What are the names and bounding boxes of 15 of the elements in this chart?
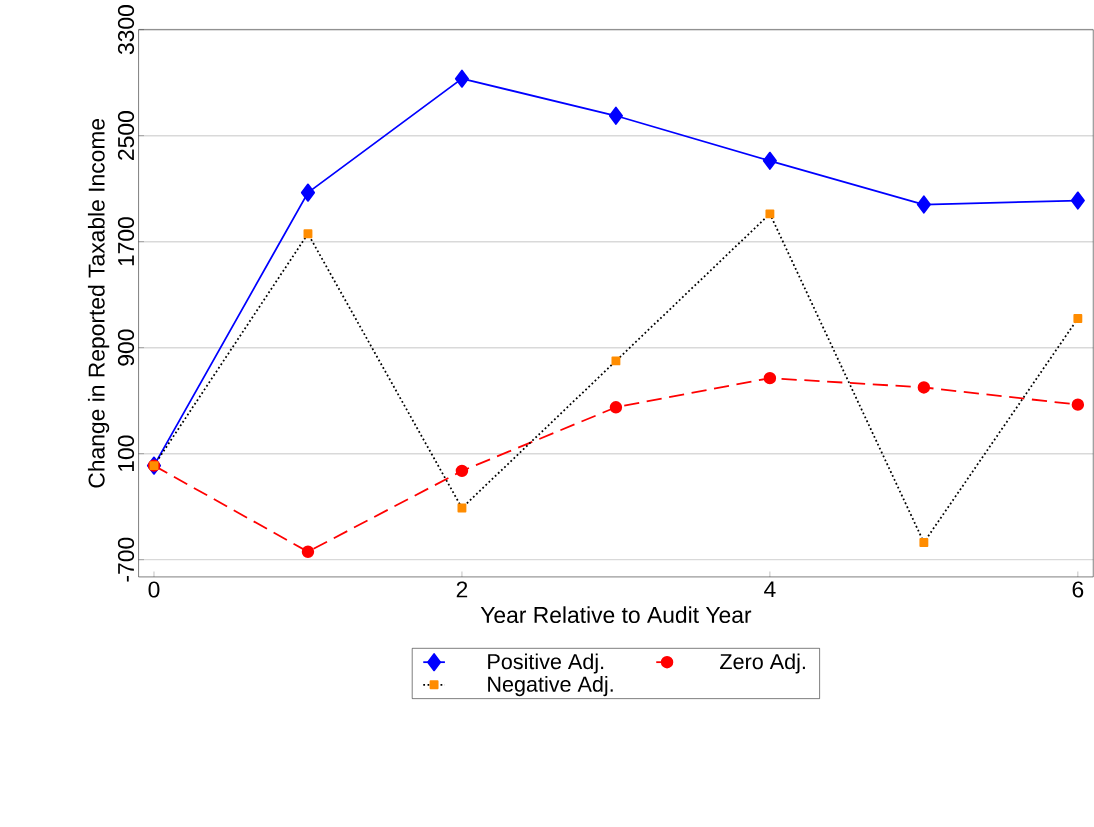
x-tick-label: 4 bbox=[764, 581, 776, 597]
y-tick-label: 1700 bbox=[117, 216, 135, 266]
x-tick-label: 6 bbox=[1072, 581, 1084, 598]
x-tick-label: 0 bbox=[148, 581, 160, 598]
legend-label: Negative Adj. bbox=[488, 675, 613, 696]
y-tick-label: 900 bbox=[117, 329, 135, 366]
legend-label: Zero Adj. bbox=[720, 653, 805, 674]
legend-label: Positive Adj. bbox=[488, 653, 604, 674]
y-tick-label: -700 bbox=[117, 537, 135, 582]
y-tick-label: 2500 bbox=[117, 110, 135, 160]
y-tick-label: 100 bbox=[117, 435, 135, 471]
x-tick-label: 2 bbox=[456, 581, 468, 598]
y-axis-title: Change in Reported Taxable Income bbox=[87, 118, 110, 488]
x-axis-title: Year Relative to Audit Year bbox=[480, 606, 752, 623]
y-tick-label: 3300 bbox=[117, 4, 135, 54]
